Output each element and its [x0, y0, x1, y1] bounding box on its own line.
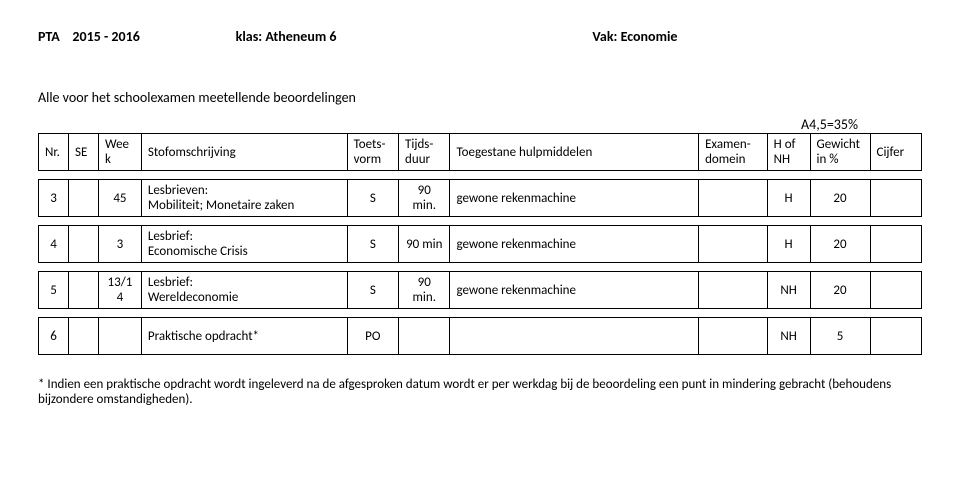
cell-gew: 20 [810, 226, 870, 263]
cell-domein [699, 226, 768, 263]
col-stof: Stofomschrijving [141, 134, 347, 171]
cell-hnh: H [767, 180, 810, 217]
cell-stof: Praktische opdracht* [141, 318, 347, 355]
col-se: SE [69, 134, 99, 171]
cell-se [69, 318, 99, 355]
cell-hnh: NH [767, 318, 810, 355]
cell-nr: 3 [39, 180, 69, 217]
cell-week: 45 [99, 180, 142, 217]
cell-week: 13/14 [99, 272, 142, 309]
table-row: 4 3 Lesbrief:Economische Crisis S 90 min… [38, 225, 922, 263]
table-row: 5 13/14 Lesbrief:Wereldeconomie S 90 min… [38, 271, 922, 309]
cell-se [69, 180, 99, 217]
cell-domein [699, 318, 768, 355]
cell-nr: 5 [39, 272, 69, 309]
cell-hulp: gewone rekenmachine [450, 180, 699, 217]
top-right-note: A4,5=35% [38, 116, 922, 133]
cell-cijf [870, 226, 921, 263]
cell-toets: S [347, 226, 398, 263]
col-hnh: H of NH [767, 134, 810, 171]
col-cijfer: Cijfer [870, 134, 921, 171]
cell-hnh: H [767, 226, 810, 263]
cell-toets: PO [347, 318, 398, 355]
col-week: Week [99, 134, 142, 171]
table-header-row: Nr. SE Week Stofomschrijving Toets-vorm … [39, 134, 922, 171]
cell-toets: S [347, 272, 398, 309]
pta-label: PTA [38, 28, 60, 45]
table-row: 3 45 Lesbrieven:Mobiliteit; Monetaire za… [38, 179, 922, 217]
col-domein: Examen-domein [699, 134, 768, 171]
cell-hulp: gewone rekenmachine [450, 272, 699, 309]
cell-week [99, 318, 142, 355]
cell-domein [699, 272, 768, 309]
col-nr: Nr. [39, 134, 69, 171]
cell-nr: 6 [39, 318, 69, 355]
cell-se [69, 226, 99, 263]
cell-gew: 5 [810, 318, 870, 355]
cell-domein [699, 180, 768, 217]
cell-gew: 20 [810, 272, 870, 309]
cell-stof: Lesbrief:Economische Crisis [141, 226, 347, 263]
year-label: 2015 - 2016 [72, 28, 139, 45]
klas-label: klas: Atheneum 6 [236, 28, 590, 45]
footnote-text: * Indien een praktische opdracht wordt i… [38, 377, 922, 407]
cell-cijf [870, 318, 921, 355]
cell-week: 3 [99, 226, 142, 263]
grades-table: Nr. SE Week Stofomschrijving Toets-vorm … [38, 133, 922, 171]
cell-tijd: 90 min. [399, 272, 450, 309]
cell-tijd [399, 318, 450, 355]
cell-stof: Lesbrieven:Mobiliteit; Monetaire zaken [141, 180, 347, 217]
col-hulp: Toegestane hulpmiddelen [450, 134, 699, 171]
cell-stof: Lesbrief:Wereldeconomie [141, 272, 347, 309]
cell-cijf [870, 272, 921, 309]
subheader-text: Alle voor het schoolexamen meetellende b… [38, 89, 922, 106]
cell-se [69, 272, 99, 309]
cell-toets: S [347, 180, 398, 217]
cell-tijd: 90 min. [399, 180, 450, 217]
col-toetsvorm: Toets-vorm [347, 134, 398, 171]
page-header: PTA 2015 - 2016 klas: Atheneum 6 Vak: Ec… [38, 28, 922, 45]
col-gewicht: Gewicht in % [810, 134, 870, 171]
table-row: 6 Praktische opdracht* PO NH 5 [38, 317, 922, 355]
cell-hulp [450, 318, 699, 355]
cell-hulp: gewone rekenmachine [450, 226, 699, 263]
cell-hnh: NH [767, 272, 810, 309]
cell-gew: 20 [810, 180, 870, 217]
cell-cijf [870, 180, 921, 217]
vak-label: Vak: Economie [592, 28, 919, 45]
col-tijdsduur: Tijds-duur [399, 134, 450, 171]
cell-nr: 4 [39, 226, 69, 263]
cell-tijd: 90 min [399, 226, 450, 263]
